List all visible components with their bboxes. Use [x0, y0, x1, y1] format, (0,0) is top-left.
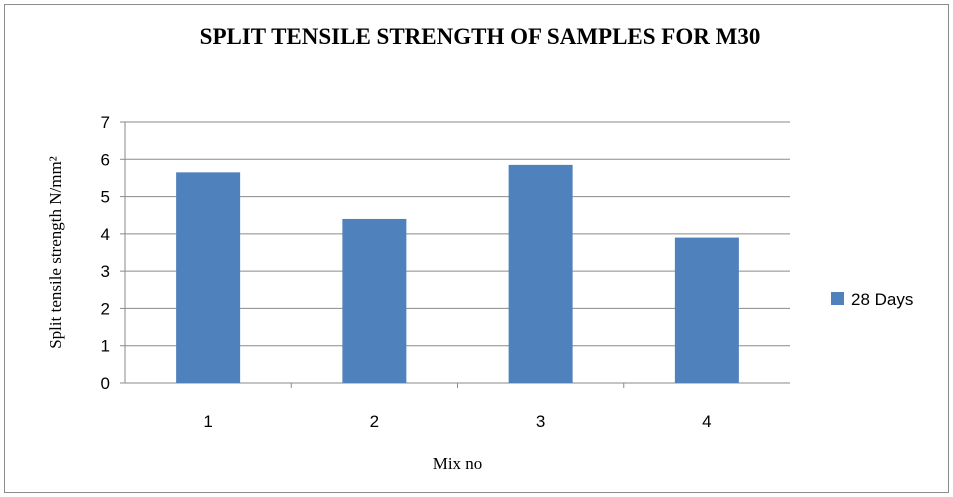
y-tick-label: 0 — [101, 374, 110, 393]
bar — [342, 218, 407, 383]
y-tick-label: 5 — [101, 188, 110, 207]
legend-label: 28 Days — [851, 290, 913, 309]
bar — [176, 172, 241, 383]
legend-swatch — [831, 292, 844, 305]
y-tick-label: 4 — [101, 225, 110, 244]
chart-frame — [4, 4, 949, 493]
y-tick-label: 6 — [101, 150, 110, 169]
tick-labels: 0 1 2 3 4 5 6 7 1 2 3 4 — [101, 113, 712, 431]
legend: 28 Days — [831, 290, 913, 309]
y-axis-title: Split tensile strength N/mm² — [46, 156, 65, 349]
bar — [674, 237, 739, 383]
y-tick-label: 2 — [101, 299, 110, 318]
x-tick-label: 2 — [370, 412, 379, 431]
bar — [508, 164, 573, 383]
bars — [176, 164, 739, 383]
y-tick-label: 3 — [101, 262, 110, 281]
y-tick-label: 7 — [101, 113, 110, 132]
chart-title: SPLIT TENSILE STRENGTH OF SAMPLES FOR M3… — [199, 24, 761, 49]
x-axis-title: Mix no — [433, 454, 483, 473]
y-tick-label: 1 — [101, 337, 110, 356]
x-tick-label: 1 — [203, 412, 212, 431]
x-tick-label: 4 — [702, 412, 711, 431]
x-tick-label: 3 — [536, 412, 545, 431]
